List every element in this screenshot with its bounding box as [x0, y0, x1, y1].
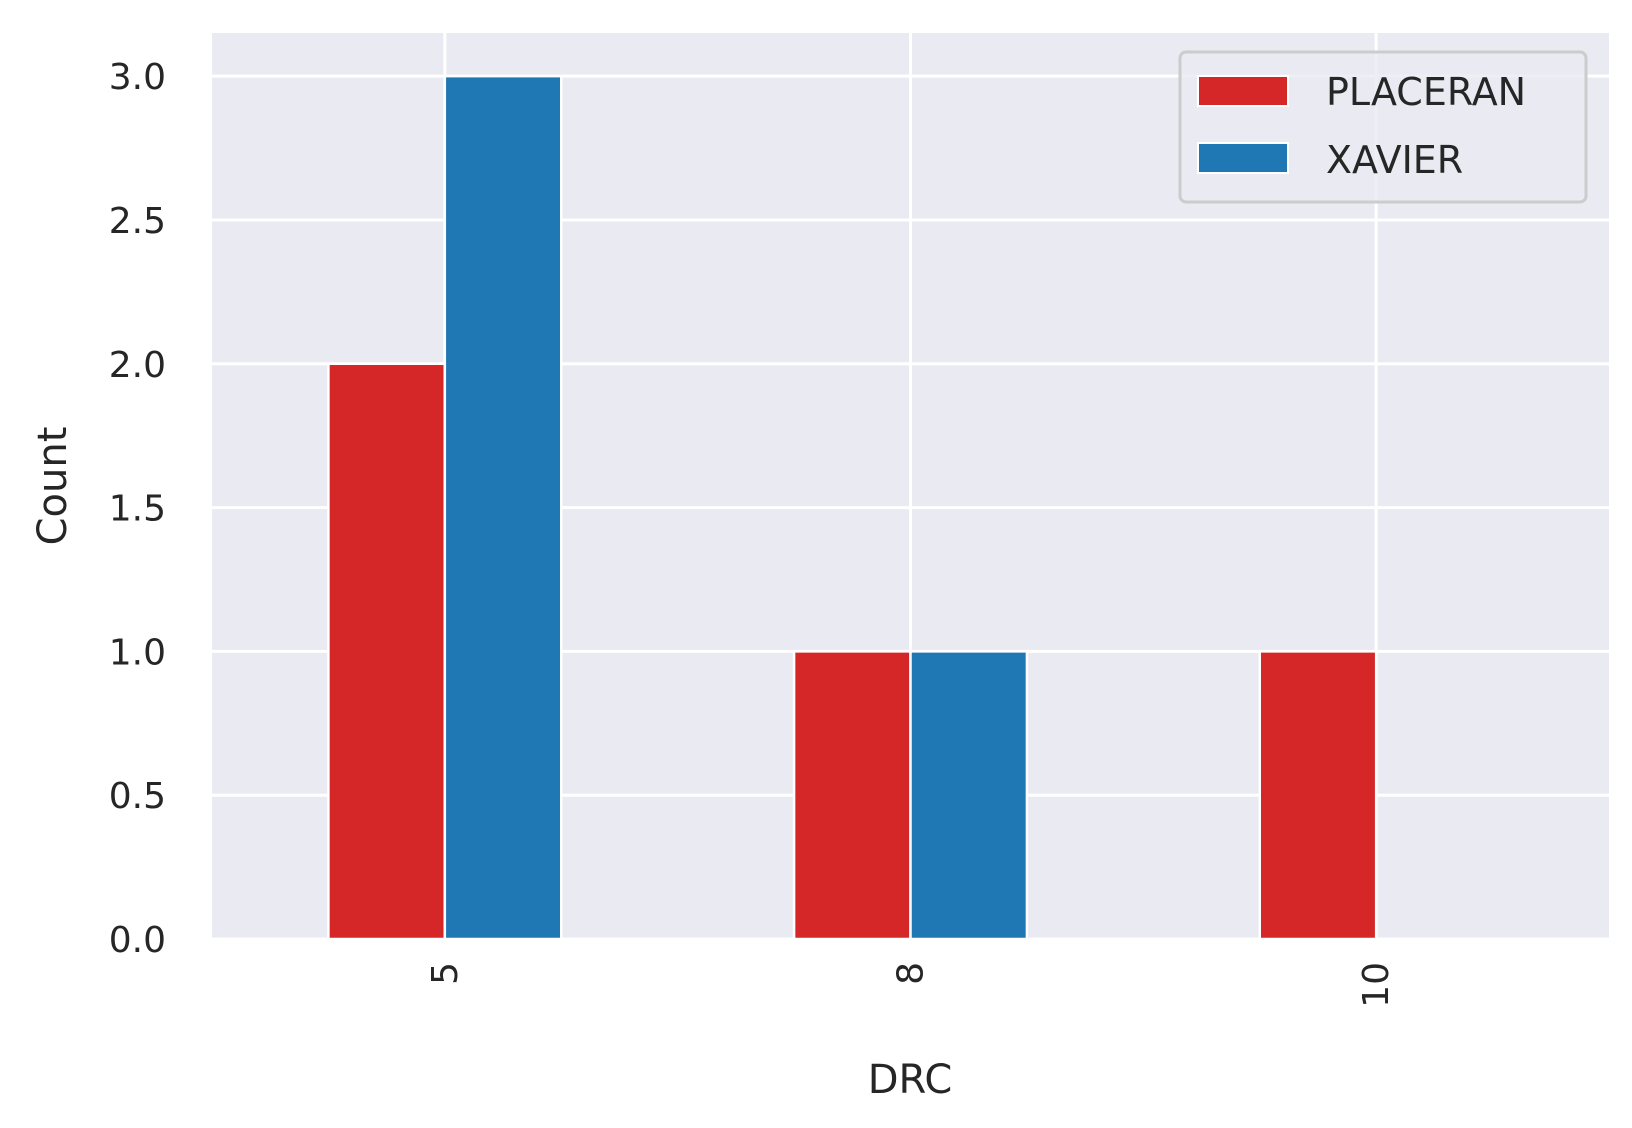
y-tick-label: 2.5: [109, 201, 166, 242]
bars: [327, 74, 1378, 941]
bar-placeran-10: [1258, 650, 1378, 941]
bar-xavier-8: [909, 650, 1029, 941]
y-tick-label: 0.0: [109, 920, 166, 961]
y-axis-label: Count: [30, 427, 76, 546]
legend-swatch-placeran: [1197, 75, 1289, 107]
bar-placeran-8: [792, 650, 912, 941]
legend: PLACERAN XAVIER: [1178, 50, 1588, 204]
x-tick-label: 10: [1356, 962, 1397, 1008]
y-tick-label: 3.0: [109, 57, 166, 98]
bar-placeran-5: [327, 362, 447, 941]
x-tick-label: 5: [425, 962, 466, 985]
legend-label-placeran: PLACERAN: [1326, 70, 1526, 114]
legend-swatch-xavier: [1197, 142, 1289, 174]
bar-xavier-5: [443, 74, 563, 941]
x-tick-labels: 5 8 10: [425, 962, 1397, 1008]
x-axis-label: DRC: [868, 1057, 953, 1103]
y-tick-label: 2.0: [109, 345, 166, 386]
y-tick-label: 0.5: [109, 776, 166, 817]
legend-label-xavier: XAVIER: [1326, 138, 1463, 182]
y-tick-labels: 0.0 0.5 1.0 1.5 2.0 2.5 3.0: [109, 57, 166, 961]
y-tick-label: 1.0: [109, 632, 166, 673]
x-tick-label: 8: [891, 962, 932, 985]
y-tick-label: 1.5: [109, 489, 166, 530]
